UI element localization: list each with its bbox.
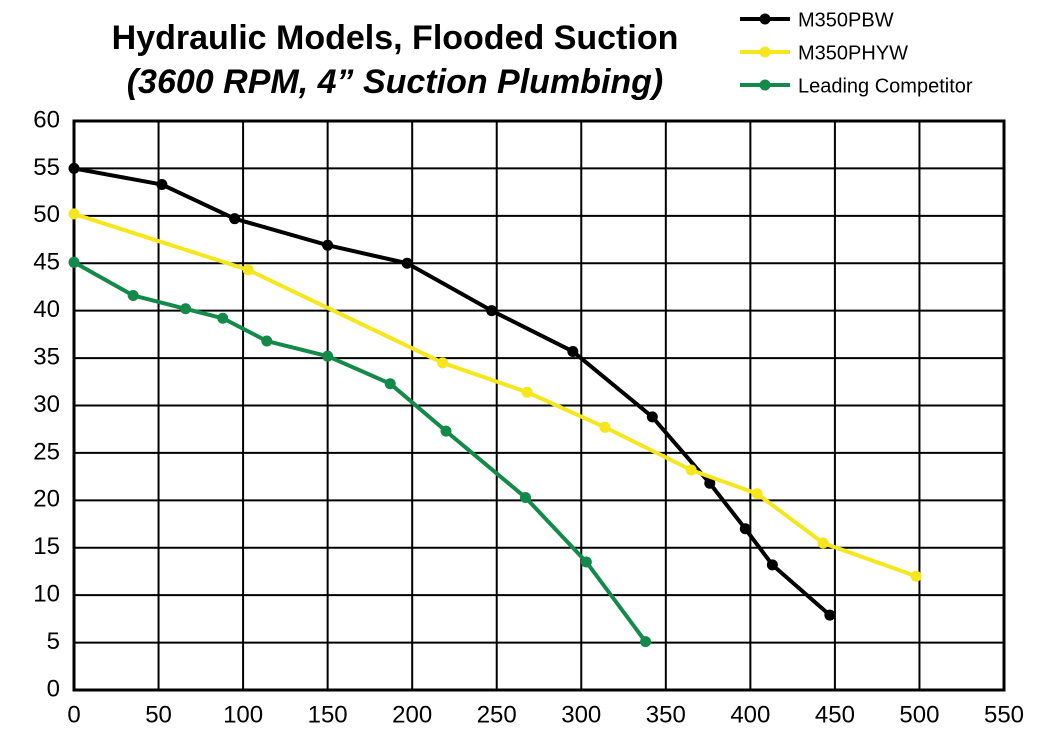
series-line: [73, 166, 832, 617]
x-tick-label: 500: [899, 701, 939, 728]
data-point: [486, 305, 498, 317]
chart-subtitle: (3600 RPM, 4” Suction Plumbing): [127, 63, 664, 101]
x-tick-label: 400: [730, 701, 770, 728]
data-point: [440, 425, 452, 437]
data-point: [751, 488, 763, 500]
data-point: [646, 411, 658, 423]
y-tick-label: 15: [33, 533, 60, 560]
legend-label: M350PHYW: [798, 42, 908, 64]
data-point: [68, 208, 80, 220]
x-tick-label: 550: [984, 701, 1024, 728]
x-tick-label: 250: [477, 701, 517, 728]
y-tick-label: 50: [33, 201, 60, 228]
legend-marker: [759, 46, 771, 58]
data-point: [824, 609, 836, 621]
y-tick-label: 55: [33, 154, 60, 181]
y-tick-label: 20: [33, 486, 60, 513]
data-point: [322, 239, 334, 251]
data-point: [68, 162, 80, 174]
data-point: [521, 386, 533, 398]
data-point: [519, 491, 531, 503]
data-point: [567, 345, 579, 357]
data-point: [766, 559, 778, 571]
x-tick-label: 200: [392, 701, 432, 728]
data-point: [180, 303, 192, 315]
data-point: [242, 264, 254, 276]
data-point: [640, 636, 652, 648]
y-tick-label: 10: [33, 581, 60, 608]
data-point: [322, 350, 334, 362]
chart-title: Hydraulic Models, Flooded Suction: [112, 19, 679, 57]
plot-border: [72, 119, 1006, 692]
y-tick-label: 40: [33, 296, 60, 323]
y-tick-label: 60: [33, 106, 60, 133]
x-tick-label: 300: [561, 701, 601, 728]
data-point: [68, 256, 80, 268]
data-point: [156, 179, 168, 191]
y-tick-label: 45: [33, 249, 60, 276]
data-point: [384, 378, 396, 390]
x-tick-label: 0: [67, 701, 80, 728]
legend-label: M350PBW: [798, 9, 894, 31]
data-point: [580, 556, 592, 568]
data-point: [910, 570, 922, 582]
series-line: [73, 212, 917, 579]
data-point: [229, 213, 241, 225]
y-tick-label: 30: [33, 391, 60, 418]
x-tick-label: 150: [308, 701, 348, 728]
data-point: [817, 537, 829, 549]
data-point: [704, 477, 716, 489]
data-point: [127, 289, 139, 301]
y-tick-label: 35: [33, 343, 60, 370]
legend-label: Leading Competitor: [798, 75, 973, 97]
data-point: [217, 312, 229, 324]
data-point: [437, 357, 449, 369]
x-tick-label: 100: [223, 701, 263, 728]
x-tick-label: 50: [145, 701, 172, 728]
data-point: [685, 464, 697, 476]
y-tick-label: 0: [47, 675, 60, 702]
y-tick-label: 5: [47, 628, 60, 655]
y-tick-label: 25: [33, 438, 60, 465]
data-point: [401, 257, 413, 269]
data-point: [261, 335, 273, 347]
data-point: [739, 523, 751, 535]
data-point: [599, 421, 611, 433]
legend-marker: [759, 79, 771, 91]
x-tick-label: 450: [815, 701, 855, 728]
x-tick-label: 350: [646, 701, 686, 728]
legend-marker: [759, 13, 771, 25]
